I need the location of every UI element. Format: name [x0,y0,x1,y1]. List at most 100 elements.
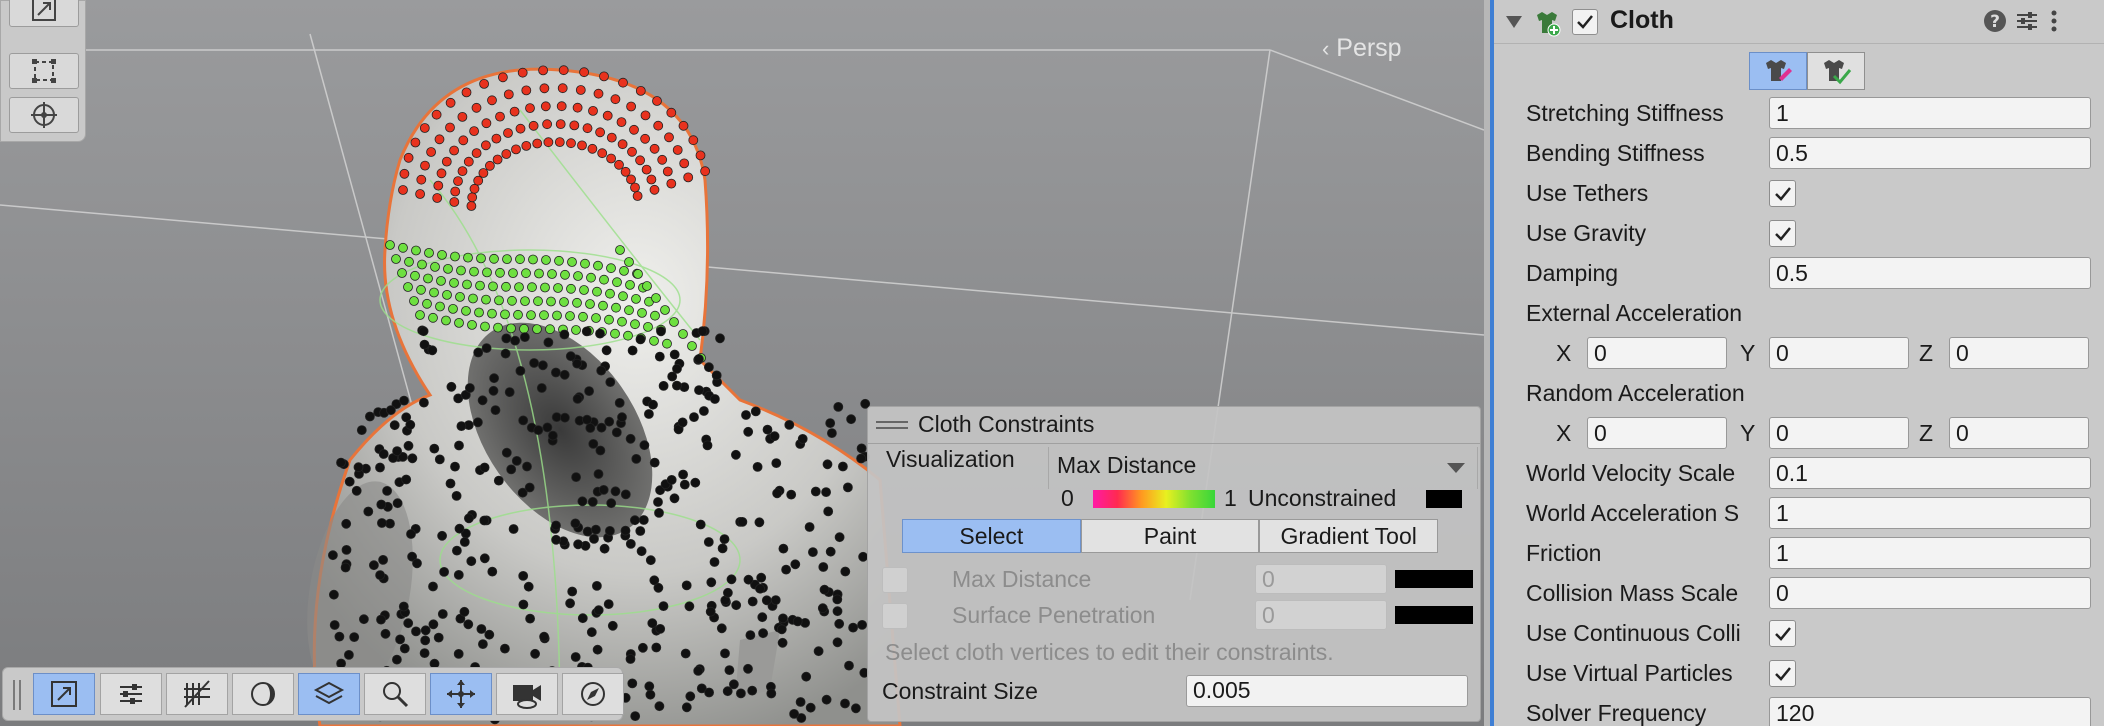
surface-penetration-checkbox[interactable] [882,603,908,629]
use-continuous-collision-label: Use Continuous Colli [1526,620,1741,646]
compass-button[interactable] [562,673,624,715]
layers-button[interactable] [298,673,360,715]
cloth-edit-buttons [1749,52,1865,90]
checkmark-icon [1577,15,1593,29]
max-distance-label: Max Distance [952,566,1092,592]
chevron-down-icon [1447,463,1465,473]
kebab-menu-icon[interactable] [2046,8,2062,34]
cloth-collision-icon [1824,60,1852,85]
cloth-component-header[interactable]: Cloth ? [1494,0,2104,44]
stretching-stiffness-label: Stretching Stiffness [1526,100,1724,126]
surface-penetration-label: Surface Penetration [952,602,1156,628]
random-acceleration-y-label: Y [1740,420,1756,446]
panel-splitter[interactable] [1484,0,1490,726]
random-acceleration-label: Random Acceleration [1526,380,1745,406]
tab-gradient-tool[interactable]: Gradient Tool [1259,519,1439,553]
shading-button[interactable] [232,673,294,715]
use-virtual-particles-label: Use Virtual Particles [1526,660,1733,686]
transform-tool-button[interactable] [9,97,79,133]
damping-field[interactable]: 0.5 [1769,257,2091,289]
surface-penetration-field[interactable]: 0 [1255,600,1387,630]
use-gravity-checkbox[interactable] [1769,220,1796,247]
external-acceleration-label: External Acceleration [1526,300,1743,326]
unconstrained-color-swatch [1426,490,1462,508]
component-enabled-checkbox[interactable] [1572,9,1598,35]
panel-grip-icon[interactable] [876,421,908,429]
scene-view[interactable]: ‹ Persp [0,0,1484,726]
max-distance-color-swatch [1395,570,1473,588]
divider [868,443,1480,444]
world-velocity-scale-field[interactable]: 0.1 [1769,457,2091,489]
stretching-stiffness-field[interactable]: 1 [1769,97,2091,129]
gradient-max-label: 1 [1224,485,1237,511]
move-view-button[interactable] [33,673,95,715]
world-velocity-scale-label: World Velocity Scale [1526,460,1736,486]
use-tethers-label: Use Tethers [1526,180,1649,206]
visualization-dropdown[interactable]: Max Distance [1048,447,1478,489]
gradient-min-label: 0 [1061,485,1074,511]
external-acceleration-y-label: Y [1740,340,1756,366]
random-acceleration-y-field[interactable]: 0 [1769,417,1909,449]
persp-label[interactable]: ‹ Persp [1322,34,1402,62]
external-acceleration-y-field[interactable]: 0 [1769,337,1909,369]
tab-select[interactable]: Select [902,519,1081,553]
presets-icon[interactable] [2014,8,2040,34]
random-acceleration-z-field[interactable]: 0 [1949,417,2089,449]
external-acceleration-z-field[interactable]: 0 [1949,337,2089,369]
edit-self-collision-button[interactable] [1807,52,1865,90]
search-button[interactable] [364,673,426,715]
component-title: Cloth [1610,6,1674,34]
constraint-size-field[interactable]: 0.005 [1186,675,1468,707]
solver-frequency-field[interactable]: 120 [1769,697,2091,726]
friction-label: Friction [1526,540,1602,566]
checkmark-icon [1774,226,1791,241]
use-virtual-particles-checkbox[interactable] [1769,660,1796,687]
toolbar-grip-icon[interactable] [13,680,21,710]
visualization-value: Max Distance [1057,452,1197,478]
scale-tool-button[interactable] [9,0,79,27]
compass-icon [581,682,605,706]
surface-penetration-color-swatch [1395,606,1473,624]
checkmark-icon [1774,626,1791,641]
focus-accent-bar [1490,0,1494,726]
use-continuous-collision-checkbox[interactable] [1769,620,1796,647]
use-tethers-checkbox[interactable] [1769,180,1796,207]
solver-frequency-label: Solver Frequency [1526,700,1707,726]
bending-stiffness-label: Bending Stiffness [1526,140,1705,166]
cloth-constraints-title: Cloth Constraints [918,411,1095,437]
external-acceleration-x-field[interactable]: 0 [1587,337,1727,369]
fold-arrow-icon[interactable] [1506,16,1522,28]
camera-button[interactable] [496,673,558,715]
sliders-button[interactable] [100,673,162,715]
world-acceleration-scale-field[interactable]: 1 [1769,497,2091,529]
random-acceleration-x-field[interactable]: 0 [1587,417,1727,449]
help-icon[interactable]: ? [1982,8,2008,34]
grid-snap-button[interactable] [166,673,228,715]
scene-tools-overlay [0,0,86,142]
scale-tool-icon [32,0,56,21]
unconstrained-label: Unconstrained [1248,485,1397,511]
external-acceleration-x-label: X [1556,340,1572,366]
constraint-size-label: Constraint Size [882,678,1038,704]
edit-constraints-button[interactable] [1749,52,1807,90]
bending-stiffness-field[interactable]: 0.5 [1769,137,2091,169]
max-distance-field[interactable]: 0 [1255,564,1387,594]
world-acceleration-scale-label: World Acceleration S [1526,500,1740,526]
rect-tool-button[interactable] [9,53,79,89]
cloth-paint-icon [1766,60,1792,81]
friction-field[interactable]: 1 [1769,537,2091,569]
tab-paint[interactable]: Paint [1080,519,1260,553]
move-gizmo-button[interactable] [430,673,492,715]
scene-view-toolbar [2,667,624,721]
red-vertices [398,65,710,211]
collision-mass-scale-label: Collision Mass Scale [1526,580,1739,606]
move-view-icon [51,681,77,707]
camera-icon [513,685,541,709]
max-distance-checkbox[interactable] [882,567,908,593]
use-gravity-label: Use Gravity [1526,220,1647,246]
grid-snap-icon [184,680,210,708]
collision-mass-scale-field[interactable]: 0 [1769,577,2091,609]
external-acceleration-z-label: Z [1919,340,1934,366]
checkmark-icon [1774,666,1791,681]
